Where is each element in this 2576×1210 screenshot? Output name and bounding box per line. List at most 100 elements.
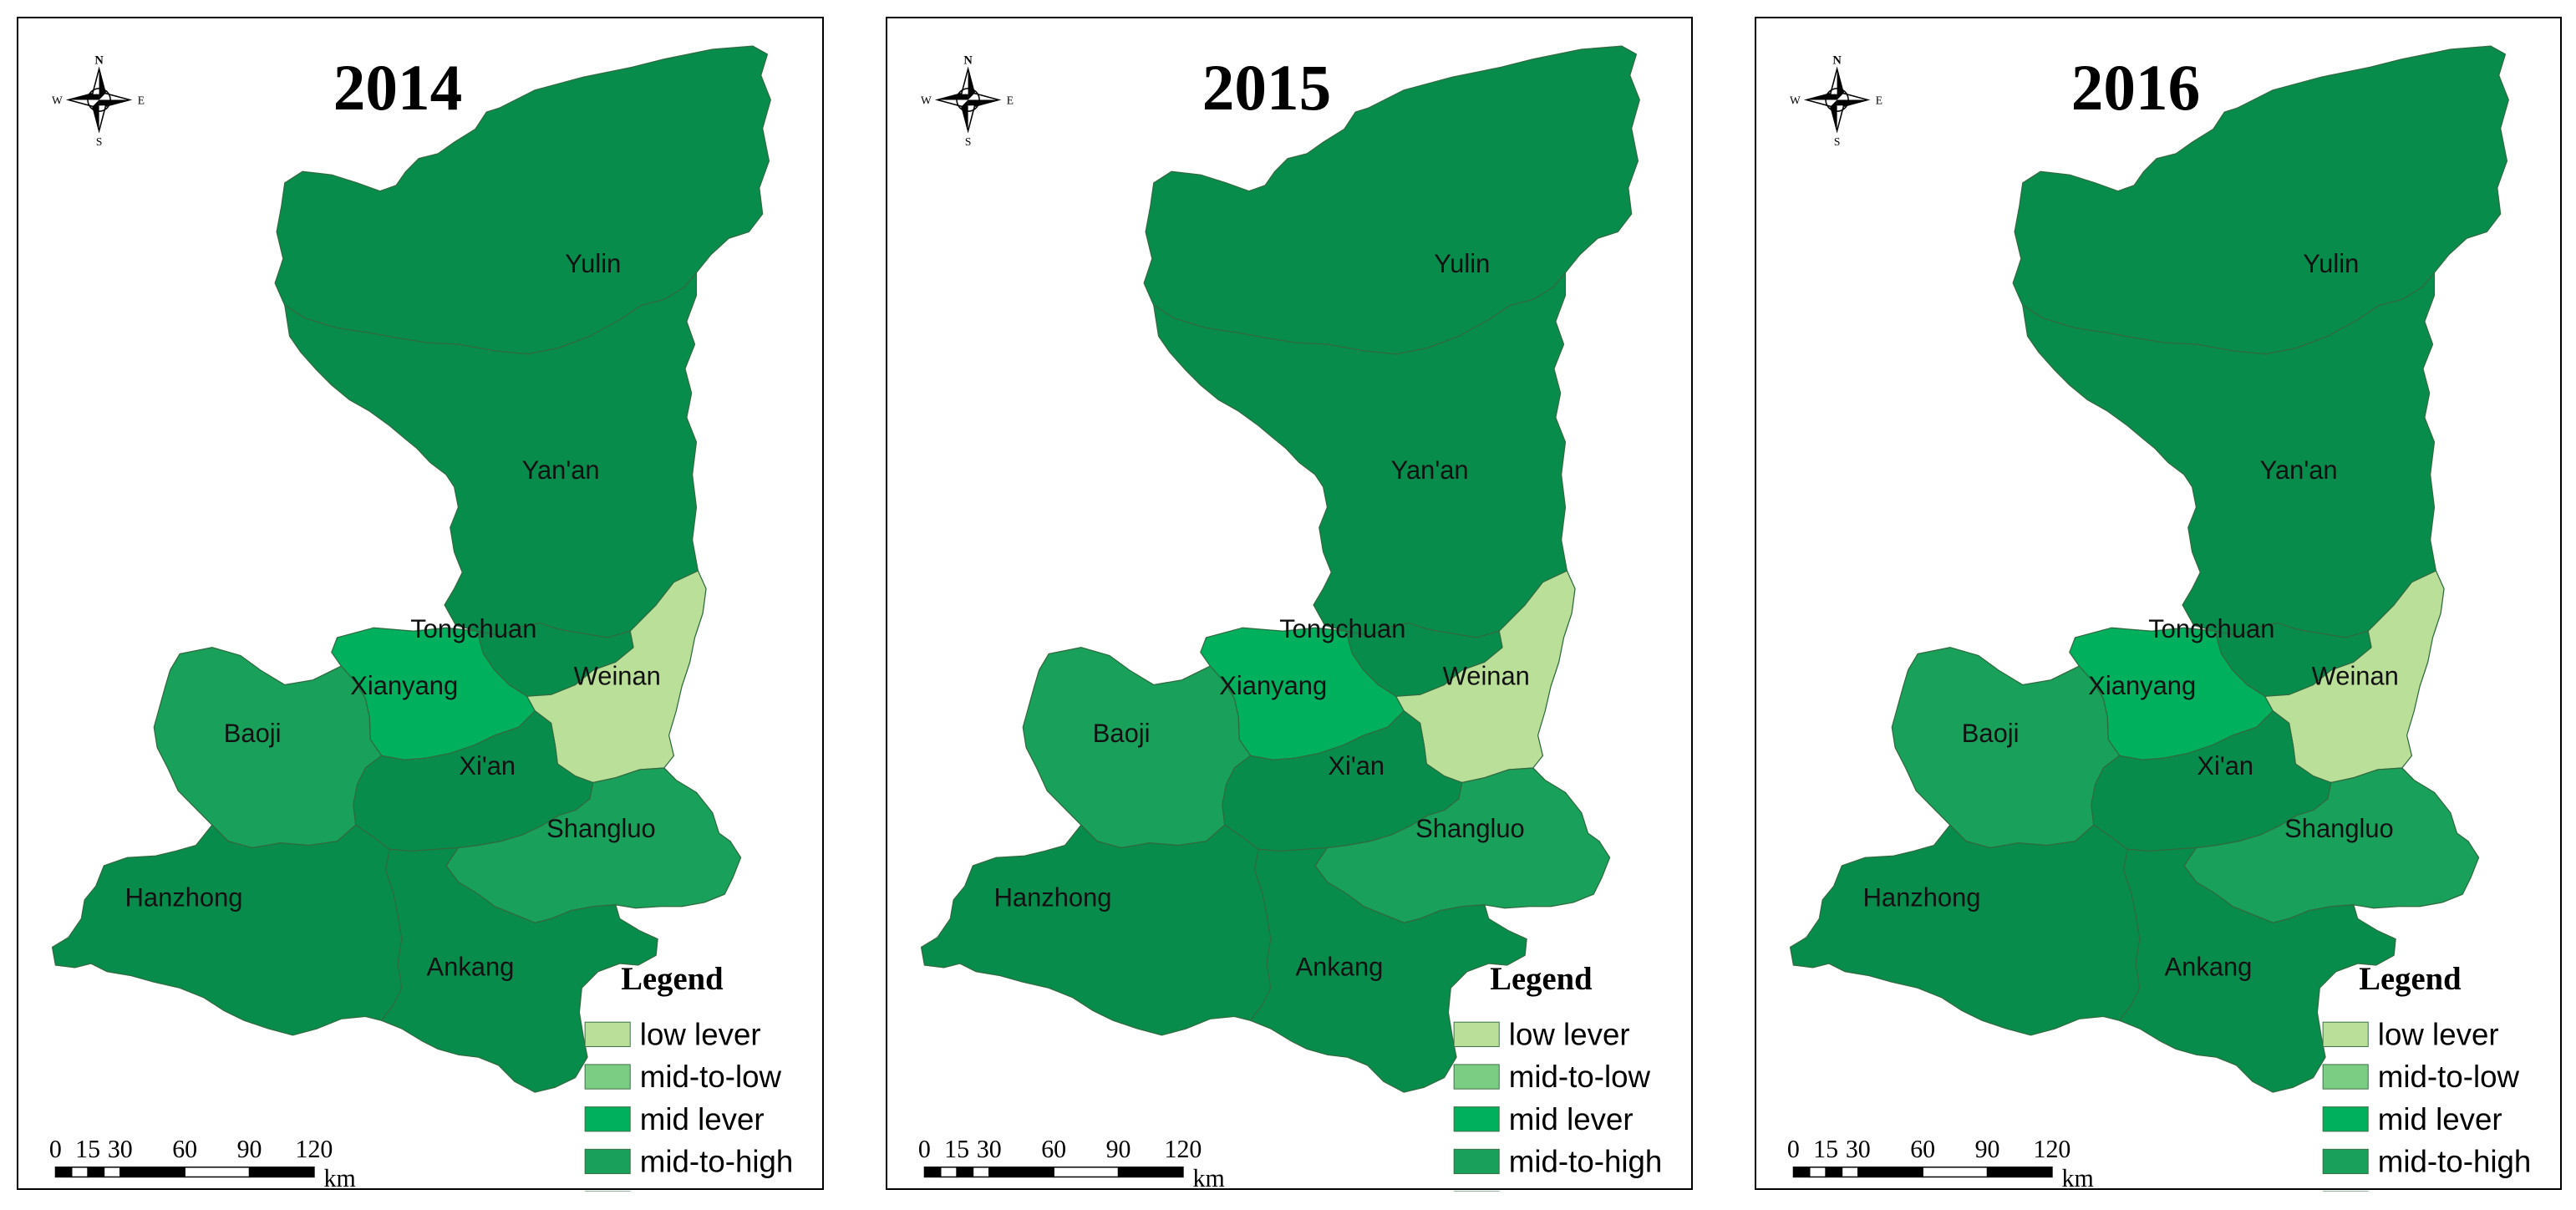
legend-label-mid-to-low: mid-to-low — [640, 1060, 782, 1094]
region-label-yulin: Yulin — [2303, 249, 2359, 278]
province-map: Yulin Yan'an Tongchuan Weinan Xianyang Baoji X… — [1789, 45, 2509, 1093]
legend-swatch-mid-to-high — [2322, 1148, 2369, 1175]
region-label-yulin: Yulin — [565, 249, 621, 278]
scale-unit-label: km — [1193, 1164, 1225, 1192]
region-label-weinan: Weinan — [2312, 661, 2399, 690]
compass-rose: N S E W — [52, 54, 145, 149]
legend-label-low-lever: low lever — [1509, 1017, 1630, 1051]
compass-south-label: S — [1834, 135, 1841, 148]
compass-west-label: W — [1790, 94, 1801, 106]
scale-tick-label: 120 — [2033, 1135, 2070, 1163]
legend-label-high-lever: high lever — [2378, 1187, 2511, 1192]
scale-tick-label: 60 — [1910, 1135, 1935, 1163]
legend-label-mid-lever: mid lever — [1509, 1102, 1633, 1136]
legend-label-high-lever: high lever — [640, 1187, 773, 1192]
map-panel-2016: Yulin Yan'an Tongchuan Weinan Xianyang Baoji X… — [1755, 17, 2562, 1192]
region-label-hanzhong: Hanzhong — [125, 883, 243, 913]
scale-tick-label: 15 — [75, 1135, 100, 1163]
compass-west-label: W — [921, 94, 932, 106]
legend-swatch-mid-to-high — [1453, 1148, 1500, 1175]
region-label-shangluo: Shangluo — [546, 814, 656, 843]
map-svg-2015: Yulin Yan'an Tongchuan Weinan Xianyang Baoji X… — [918, 45, 1663, 1192]
region-label-xianyang: Xianyang — [1219, 671, 1327, 700]
legend-swatch-mid-to-high — [584, 1148, 631, 1175]
scale-tick-label: 120 — [295, 1135, 333, 1163]
compass-rose: N S E W — [1790, 54, 1882, 149]
region-label-xianyang: Xianyang — [2088, 671, 2196, 700]
scale-tick-label: 30 — [108, 1135, 133, 1163]
region-label-xianyang: Xianyang — [350, 671, 458, 700]
map-panel-2015: Yulin Yan'an Tongchuan Weinan Xianyang Baoji X… — [886, 17, 1693, 1192]
legend-swatch-mid-to-low — [584, 1064, 631, 1090]
region-label-yanan: Yan'an — [1391, 455, 1469, 485]
year-title: 2015 — [1202, 52, 1332, 124]
scale-tick-label: 60 — [172, 1135, 197, 1163]
legend-label-mid-to-high: mid-to-high — [2378, 1144, 2532, 1178]
scale-tick-label: 15 — [944, 1135, 969, 1163]
legend-label-mid-lever: mid lever — [2378, 1102, 2502, 1136]
legend-title: Legend — [621, 961, 724, 997]
scale-tick-label: 60 — [1041, 1135, 1066, 1163]
region-label-shangluo: Shangluo — [1415, 814, 1525, 843]
region-hanzhong — [920, 824, 1272, 1036]
compass-south-label: S — [96, 135, 103, 148]
region-label-hanzhong: Hanzhong — [1863, 883, 1981, 913]
year-title: 2014 — [333, 52, 463, 124]
region-label-yulin: Yulin — [1434, 249, 1490, 278]
legend-title: Legend — [1490, 961, 1593, 997]
scale-tick-label: 90 — [237, 1135, 262, 1163]
region-label-xian: Xi'an — [459, 751, 516, 780]
year-title: 2016 — [2071, 52, 2201, 124]
map-svg-2014: Yulin Yan'an Tongchuan Weinan Xianyang Baoji X… — [49, 45, 794, 1192]
scale-tick-label: 0 — [1787, 1135, 1800, 1163]
region-ankang — [2119, 846, 2396, 1093]
region-label-tongchuan: Tongchuan — [410, 614, 536, 643]
scale-tick-label: 90 — [1106, 1135, 1131, 1163]
scale-tick-label: 30 — [1846, 1135, 1871, 1163]
legend-swatch-low-lever — [584, 1021, 631, 1047]
region-label-xian: Xi'an — [2197, 751, 2253, 780]
legend-label-low-lever: low lever — [640, 1017, 761, 1051]
compass-north-label: N — [94, 54, 104, 68]
legend-swatch-low-lever — [2322, 1021, 2369, 1047]
legend-label-high-lever: high lever — [1509, 1187, 1642, 1192]
legend-swatch-mid-lever — [2322, 1106, 2369, 1132]
region-label-yanan: Yan'an — [522, 455, 600, 485]
compass-west-label: W — [52, 94, 63, 106]
legend-label-mid-to-high: mid-to-high — [1509, 1144, 1663, 1178]
legend-label-mid-to-high: mid-to-high — [640, 1144, 794, 1178]
legend: Legend low lever mid-to-low mid lever mid-to… — [1453, 961, 1663, 1192]
compass-south-label: S — [965, 135, 972, 148]
scale-tick-label: 90 — [1975, 1135, 2000, 1163]
legend-label-mid-lever: mid lever — [640, 1102, 765, 1136]
province-map: Yulin Yan'an Tongchuan Weinan Xianyang Baoji X… — [51, 45, 771, 1093]
map-svg-2016: Yulin Yan'an Tongchuan Weinan Xianyang Baoji X… — [1787, 45, 2532, 1192]
region-label-baoji: Baoji — [224, 719, 282, 748]
region-label-ankang: Ankang — [2165, 952, 2253, 981]
region-label-tongchuan: Tongchuan — [2148, 614, 2274, 643]
region-ankang — [1250, 846, 1527, 1093]
region-label-yanan: Yan'an — [2260, 455, 2338, 485]
region-label-tongchuan: Tongchuan — [1279, 614, 1405, 643]
region-label-ankang: Ankang — [427, 952, 515, 981]
region-label-weinan: Weinan — [574, 661, 661, 690]
region-label-shangluo: Shangluo — [2284, 814, 2394, 843]
region-label-xian: Xi'an — [1328, 751, 1385, 780]
compass-rose: N S E W — [921, 54, 1014, 149]
region-label-baoji: Baoji — [1093, 719, 1151, 748]
region-label-ankang: Ankang — [1296, 952, 1384, 981]
scale-tick-label: 0 — [918, 1135, 931, 1163]
region-hanzhong — [1789, 824, 2141, 1036]
scale-tick-label: 120 — [1164, 1135, 1202, 1163]
legend-title: Legend — [2359, 961, 2462, 997]
scale-tick-label: 0 — [49, 1135, 62, 1163]
legend-label-mid-to-low: mid-to-low — [1509, 1060, 1651, 1094]
map-panel-2014: Yulin Yan'an Tongchuan Weinan Xianyang Baoji X… — [17, 17, 824, 1192]
compass-east-label: E — [1007, 94, 1014, 106]
region-label-baoji: Baoji — [1962, 719, 2020, 748]
scale-tick-label: 30 — [977, 1135, 1002, 1163]
legend: Legend low lever mid-to-low mid lever mid-to… — [2322, 961, 2532, 1192]
